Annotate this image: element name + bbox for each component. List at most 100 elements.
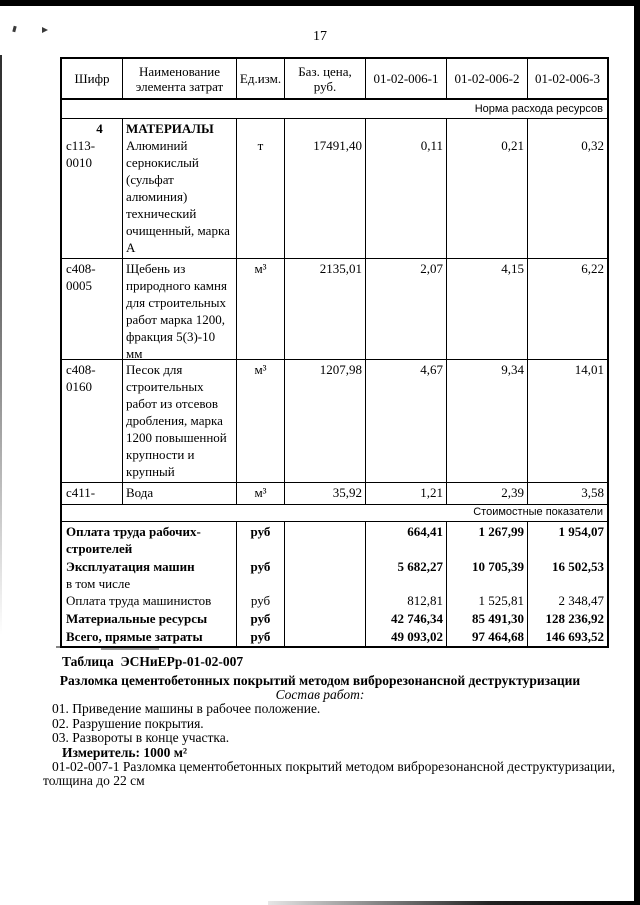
cell-unit: м³ (237, 483, 285, 504)
resource-table: Шифр Наименование элемента затрат Ед.изм… (60, 57, 609, 648)
cell-norm-2: 2,39 (447, 483, 528, 504)
cost-unit: руб (237, 610, 285, 628)
cell-unit: т (237, 119, 285, 258)
cost-v1: 664,41 (366, 522, 447, 557)
scan-smudge (101, 648, 159, 650)
table-row: с408-0160 Песок для строительных работ и… (62, 360, 607, 483)
cell-unit: м³ (237, 259, 285, 359)
cell-base-price: 1207,98 (285, 360, 366, 482)
cell-base-price: 35,92 (285, 483, 366, 504)
cost-name-note: в том числе (66, 576, 131, 591)
cost-name: Материальные ресурсы (62, 610, 237, 628)
cell-norm-1: 4,67 (366, 360, 447, 482)
header-unit: Ед.изм. (237, 59, 285, 98)
cell-norm-3: 14,01 (574, 362, 604, 377)
cell-norm-1: 1,21 (366, 483, 447, 504)
cost-row: Эксплуатация машин в том числе руб 5 682… (62, 557, 607, 592)
cell-code: с411-0001 (62, 483, 123, 504)
cost-v3: 128 236,92 (545, 611, 605, 626)
table-row: с411-0001 Вода м³ 35,92 1,21 2,39 3,58 (62, 483, 607, 505)
cost-empty (285, 610, 366, 628)
cost-v1: 42 746,34 (366, 610, 447, 628)
cell-code: 4 с113-0010 (62, 119, 123, 258)
cell-code: с408-0160 (62, 360, 123, 482)
scan-edge-left (0, 55, 2, 635)
cost-name-main: Эксплуатация машин (66, 559, 195, 574)
norm-entry-line: 01-02-007-1 Разломка цементобетонных пок… (52, 759, 616, 774)
cell-norm-2: 0,21 (447, 119, 528, 258)
cell-unit: м³ (237, 360, 285, 482)
cost-empty (285, 628, 366, 646)
cell-norm-3: 0,32 (581, 138, 604, 153)
cost-v3: 146 693,52 (545, 629, 605, 644)
cost-v2: 1 267,99 (447, 522, 528, 557)
cell-name: Песок для строительных работ из отсевов … (123, 360, 237, 482)
cost-v2: 1 525,81 (447, 592, 528, 610)
header-element-name: Наименование элемента затрат (123, 59, 237, 98)
cell-name: МАТЕРИАЛЫ Алюминий сернокислый (сульфат … (123, 119, 237, 258)
cost-row: Всего, прямые затраты руб 49 093,02 97 4… (62, 628, 607, 646)
section-label-costs: Стоимостные показатели (62, 505, 607, 522)
cost-v3: 2 348,47 (558, 593, 605, 608)
cost-v2: 85 491,30 (447, 610, 528, 628)
cost-v1: 812,81 (366, 592, 447, 610)
cell-norm-2: 4,15 (447, 259, 528, 359)
work-item: 01. Приведение машины в рабочее положени… (52, 701, 321, 716)
group-number: 4 (96, 121, 103, 136)
scan-edge-top (0, 0, 640, 6)
cell-norm-3: 3,58 (581, 485, 604, 500)
header-shifr: Шифр (62, 59, 123, 98)
next-table-reference: Таблица ЭСНиЕРр-01-02-007 (62, 654, 244, 669)
next-table-title: Разломка цементобетонных покрытий методо… (59, 673, 581, 688)
cell-name: Щебень из природного камня для строитель… (123, 259, 237, 359)
cost-unit: руб (237, 557, 285, 592)
resource-code: с113-0010 (66, 138, 96, 170)
work-composition-label: Состав работ: (275, 687, 365, 702)
header-norm-01-02-006-3: 01-02-006-3 (535, 71, 600, 86)
cost-v3: 1 954,07 (558, 524, 605, 539)
section-label-norms: Норма расхода ресурсов (62, 100, 607, 119)
cost-empty (285, 592, 366, 610)
table-row: 4 с113-0010 МАТЕРИАЛЫ Алюминий сернокисл… (62, 119, 607, 259)
measure-unit-label: Измеритель: 1000 м² (62, 745, 188, 760)
cell-name: Вода (123, 483, 237, 504)
cost-v1: 49 093,02 (366, 628, 447, 646)
cell-norm-1: 2,07 (366, 259, 447, 359)
cost-empty (285, 522, 366, 557)
cell-norm-2: 9,34 (447, 360, 528, 482)
cost-v3: 16 502,53 (552, 559, 604, 574)
cost-unit: руб (237, 522, 285, 557)
cost-v1: 5 682,27 (366, 557, 447, 592)
cell-norm-1: 0,11 (366, 119, 447, 258)
cell-norm-3: 6,22 (581, 261, 604, 276)
cost-name: Оплата труда машинистов (62, 592, 237, 610)
table-header-row: Шифр Наименование элемента затрат Ед.изм… (62, 59, 607, 100)
header-base-price: Баз. цена, руб. (285, 59, 366, 98)
cost-row: Оплата труда машинистов руб 812,81 1 525… (62, 592, 607, 610)
cell-code: с408-0005 (62, 259, 123, 359)
cost-name: Всего, прямые затраты (62, 628, 237, 646)
scan-edge-bottom (268, 901, 640, 905)
work-item: 03. Развороты в конце участка. (52, 730, 230, 745)
cell-base-price: 17491,40 (285, 119, 366, 258)
page-number: 17 (313, 29, 327, 44)
cell-base-price: 2135,01 (285, 259, 366, 359)
cost-name: Эксплуатация машин в том числе (62, 557, 237, 592)
norm-entry-line: толщина до 22 см (43, 773, 145, 788)
cost-unit: руб (237, 628, 285, 646)
cost-unit: руб (237, 592, 285, 610)
cost-row: Материальные ресурсы руб 42 746,34 85 49… (62, 610, 607, 628)
cost-v2: 10 705,39 (447, 557, 528, 592)
cost-row: Оплата труда рабочих-строителей руб 664,… (62, 522, 607, 557)
cost-name: Оплата труда рабочих-строителей (62, 522, 237, 557)
header-norm-01-02-006-1: 01-02-006-1 (366, 59, 447, 98)
table-row: с408-0005 Щебень из природного камня для… (62, 259, 607, 360)
scan-edge-right (634, 0, 640, 905)
cost-v2: 97 464,68 (447, 628, 528, 646)
work-item: 02. Разрушение покрытия. (52, 716, 204, 731)
scan-speck (42, 27, 48, 33)
cost-empty (285, 557, 366, 592)
resource-name: Алюминий сернокислый (сульфат алюминия) … (126, 138, 230, 255)
group-name: МАТЕРИАЛЫ (126, 121, 214, 136)
